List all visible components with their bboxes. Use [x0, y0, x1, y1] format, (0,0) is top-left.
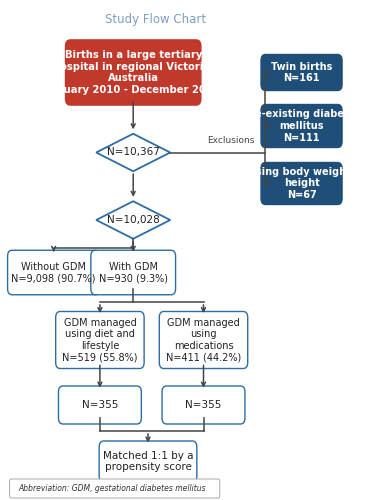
- Polygon shape: [96, 201, 170, 238]
- Text: N=355: N=355: [185, 400, 222, 410]
- FancyBboxPatch shape: [56, 312, 144, 368]
- Text: Without GDM
N=9,098 (90.7%): Without GDM N=9,098 (90.7%): [11, 262, 96, 283]
- Text: Exclusions: Exclusions: [208, 136, 255, 145]
- Text: N=10,367: N=10,367: [107, 148, 159, 158]
- Text: Pre-existing diabetes
mellitus
N=111: Pre-existing diabetes mellitus N=111: [243, 110, 360, 142]
- FancyBboxPatch shape: [99, 441, 197, 482]
- FancyBboxPatch shape: [58, 386, 141, 424]
- FancyBboxPatch shape: [261, 54, 342, 90]
- Text: Abbreviation: GDM, gestational diabetes mellitus: Abbreviation: GDM, gestational diabetes …: [18, 484, 206, 493]
- FancyBboxPatch shape: [66, 40, 201, 105]
- Text: With GDM
N=930 (9.3%): With GDM N=930 (9.3%): [99, 262, 168, 283]
- Text: N=10,028: N=10,028: [107, 215, 159, 225]
- FancyBboxPatch shape: [261, 104, 342, 148]
- FancyBboxPatch shape: [10, 479, 220, 498]
- FancyBboxPatch shape: [159, 312, 248, 368]
- Text: Missing body weight or
height
N=67: Missing body weight or height N=67: [237, 167, 366, 200]
- Text: N=355: N=355: [82, 400, 118, 410]
- Polygon shape: [96, 134, 170, 171]
- Text: GDM managed
using diet and
lifestyle
N=519 (55.8%): GDM managed using diet and lifestyle N=5…: [62, 318, 138, 362]
- FancyBboxPatch shape: [261, 162, 342, 204]
- Text: Study Flow Chart: Study Flow Chart: [105, 14, 206, 26]
- Text: Twin births
N=161: Twin births N=161: [271, 62, 332, 84]
- Text: Births in a large tertiary
hospital in regional Victoria,
Australia
January 2010: Births in a large tertiary hospital in r…: [46, 50, 220, 95]
- FancyBboxPatch shape: [162, 386, 245, 424]
- Text: GDM managed
using
medications
N=411 (44.2%): GDM managed using medications N=411 (44.…: [166, 318, 241, 362]
- FancyBboxPatch shape: [7, 250, 100, 294]
- FancyBboxPatch shape: [91, 250, 176, 294]
- Text: Matched 1:1 by a
propensity score: Matched 1:1 by a propensity score: [103, 450, 193, 472]
